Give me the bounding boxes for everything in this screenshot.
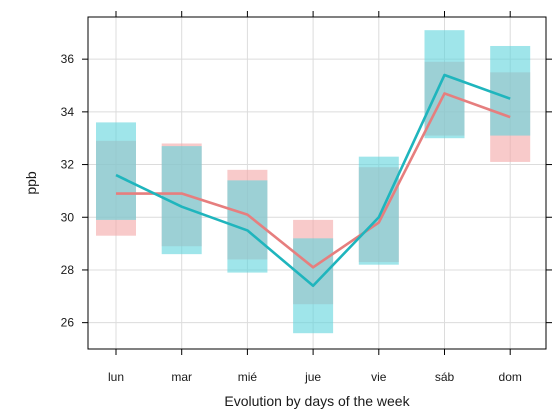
x-tick-label: lun [108,370,124,384]
series-lines [115,73,511,288]
y-tick-label: 30 [61,210,75,224]
error-band [358,156,399,265]
y-tick-label: 28 [61,263,75,277]
error-band [96,122,136,220]
x-axis-tick-labels: lun mar mié jue vie sáb dom [108,370,522,384]
y-tick-label: 26 [61,316,75,330]
y-axis-tick-labels: 26 28 30 32 34 36 [61,52,75,329]
x-tick-label: jue [304,370,321,384]
y-tick-label: 32 [61,158,75,172]
x-tick-label: sáb [435,370,455,384]
series-line [116,92,511,269]
error-band [490,45,531,136]
axis-ticks [82,11,552,355]
plot-frame [87,16,547,350]
x-tick-label: mar [171,370,192,384]
series-line [115,73,511,288]
x-tick-label: dom [499,370,522,384]
x-tick-label: mié [238,370,258,384]
y-axis-label: ppb [23,171,39,195]
y-tick-label: 36 [61,52,75,66]
x-tick-label: vie [371,370,387,384]
y-tick-label: 34 [61,105,75,119]
x-axis-label: Evolution by days of the week [224,393,410,409]
